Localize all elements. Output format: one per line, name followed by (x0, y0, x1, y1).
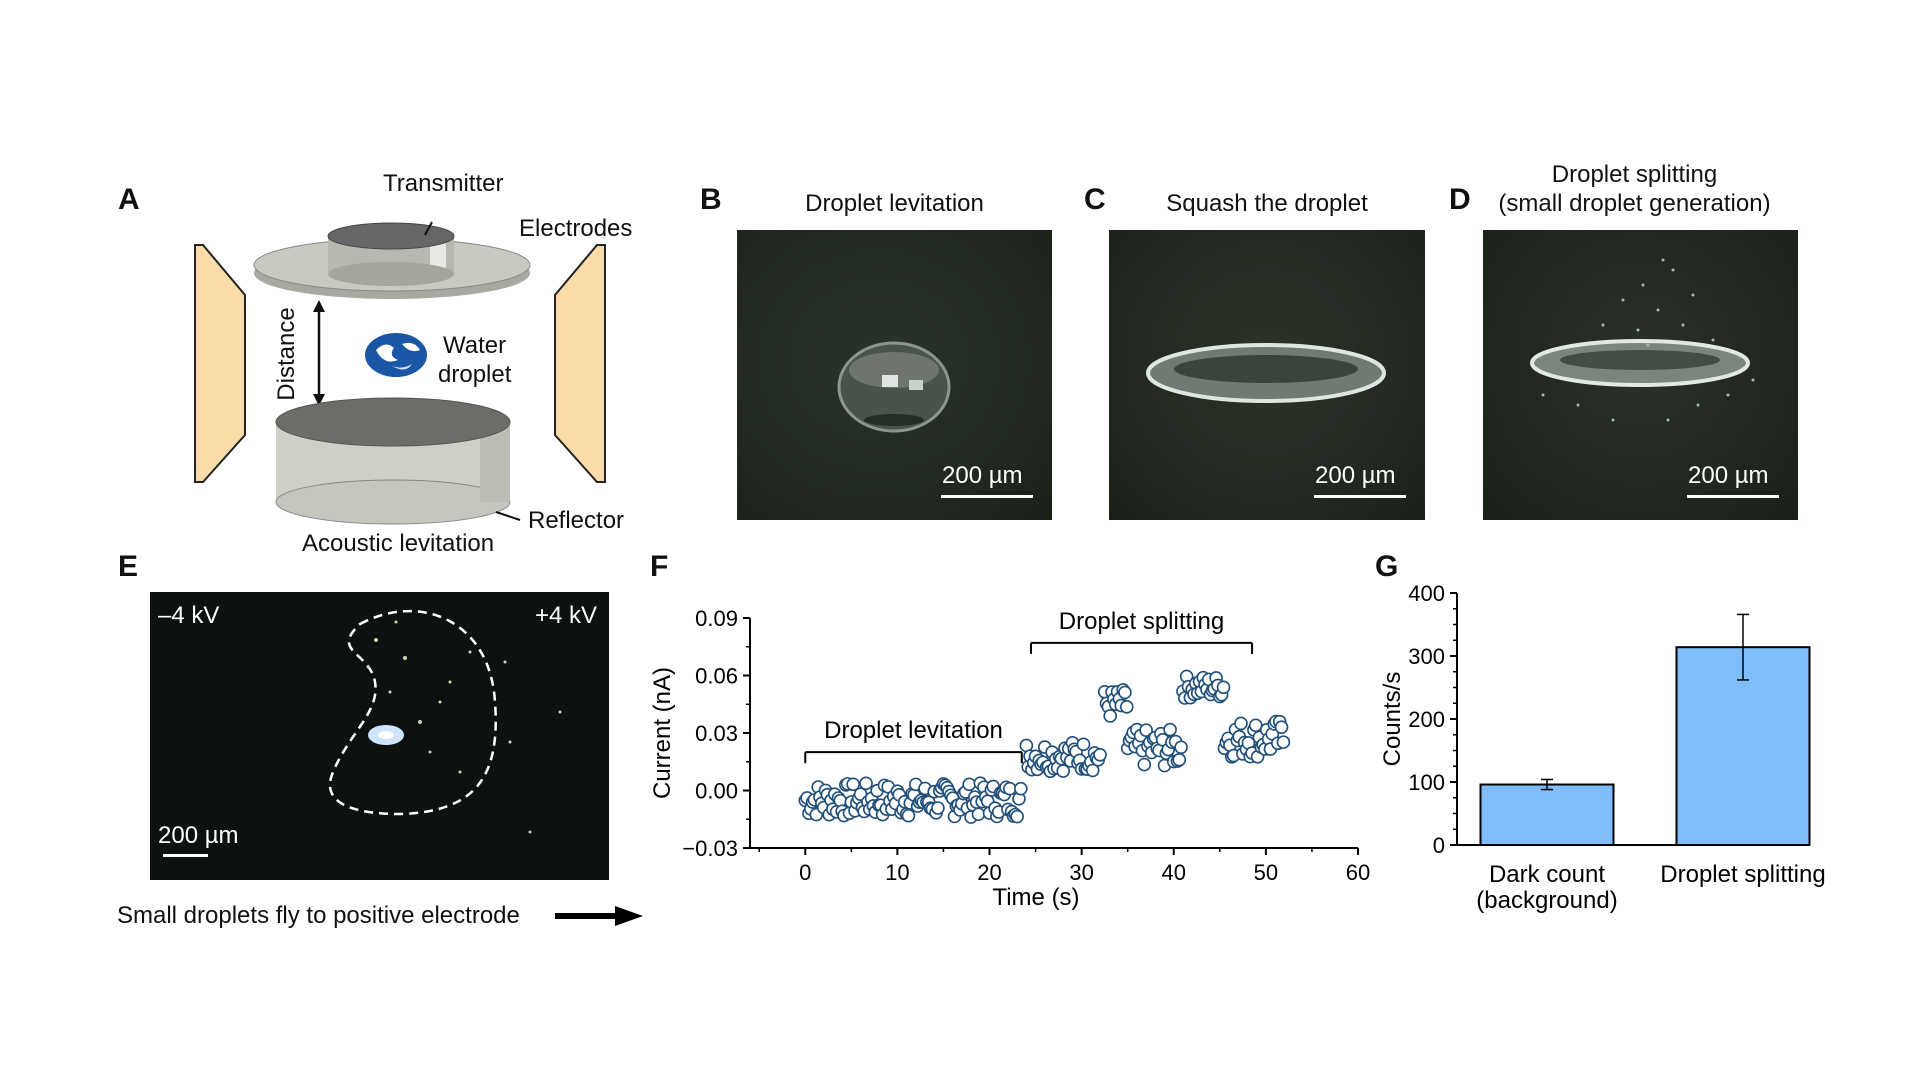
x-tick-label: 0 (799, 860, 811, 885)
panel-b-scalebar-label: 200 µm (942, 462, 1023, 489)
y-tick-label: 0.00 (695, 779, 738, 804)
panel-b-letter: B (700, 183, 722, 216)
panel-b-scalebar (941, 495, 1033, 498)
data-point (1119, 700, 1134, 714)
data-point (1103, 709, 1117, 723)
water-label: Water (443, 332, 507, 359)
bar (1479, 783, 1615, 847)
squashed-droplet-photo: 200 µm (1109, 230, 1425, 520)
panel-d-letter: D (1449, 183, 1471, 216)
data-point (1276, 735, 1291, 749)
data-point (1137, 757, 1152, 772)
data-point (962, 777, 977, 792)
x-tick-label: 20 (977, 860, 1001, 885)
panel-e-scalebar (163, 854, 208, 857)
x-axis-label: Time (s) (992, 884, 1079, 911)
category-label: (background) (1476, 887, 1617, 914)
x-tick-label: 10 (885, 860, 909, 885)
droplet-trajectory-image (328, 609, 562, 834)
data-point (1118, 685, 1132, 700)
levitated-droplet-photo: 200 µm (737, 230, 1052, 520)
x-tick-label: 40 (1162, 860, 1186, 885)
panel-e-letter: E (118, 550, 139, 583)
y-tick-label: −0.03 (682, 836, 738, 861)
reflector-label: Reflector (528, 507, 625, 534)
data-point (1093, 747, 1107, 762)
category-label: Dark count (1489, 861, 1605, 888)
data-point (1274, 720, 1289, 734)
panel-a-letter: A (118, 183, 140, 216)
squashed-droplet-image (1146, 343, 1386, 403)
data-point (1139, 723, 1153, 738)
panel-g-letter: G (1375, 550, 1399, 583)
data-point (859, 776, 873, 791)
y-tick-label: 300 (1408, 644, 1445, 669)
data-point (1056, 764, 1071, 778)
counts-bar-chart: 0 100 200 300 400 Counts/s Dark count(backgrou… (1379, 585, 1826, 914)
water-droplet-icon (365, 333, 427, 377)
panel-c-scalebar (1314, 495, 1406, 498)
negative-voltage-label: –4 kV (158, 602, 220, 629)
panel-d-title-line1: Droplet splitting (1551, 161, 1718, 188)
electrode-droplet-photo: –4 kV +4 kV 200 µm (150, 592, 609, 880)
annotation-label: Droplet splitting (1059, 608, 1224, 635)
panel-c-scalebar-label: 200 µm (1315, 462, 1396, 489)
panel-c-title: Squash the droplet (1166, 190, 1368, 217)
panel-c-letter: C (1084, 183, 1106, 216)
annotation-label: Droplet levitation (824, 717, 1003, 744)
x-tick-label: 30 (1069, 860, 1093, 885)
levitation-bracket (804, 751, 1023, 764)
y-tick-label: 0 (1433, 833, 1445, 858)
panel-d-title-line2: (small droplet generation) (1498, 190, 1771, 217)
panel-e-scalebar-label: 200 µm (158, 822, 239, 849)
data-point (1076, 737, 1091, 752)
droplet-label: droplet (438, 361, 512, 388)
splitting-droplet-image (1530, 258, 1755, 422)
data-point (1010, 809, 1024, 824)
transmitter-label: Transmitter (383, 170, 504, 197)
electrodes-label: Electrodes (519, 215, 633, 242)
y-tick-label: 0.03 (695, 721, 738, 746)
y-axis-label: Current (nA) (649, 667, 676, 799)
current-time-chart: −0.03 0.00 0.03 0.06 0.09 0 10 20 30 40 50 60 Time (… (649, 606, 1370, 911)
data-point (1216, 680, 1231, 695)
y-tick-label: 400 (1408, 585, 1445, 606)
panel-e-caption: Small droplets fly to positive electrode (117, 902, 520, 929)
splitting-bracket (1029, 641, 1254, 654)
right-arrow-icon (555, 906, 643, 926)
acoustic-levitation-caption: Acoustic levitation (302, 530, 495, 557)
data-point (1248, 718, 1263, 733)
droplet-boundary-outline (328, 609, 497, 816)
panel-f-letter: F (650, 550, 669, 583)
data-point (1085, 763, 1100, 778)
y-axis-label: Counts/s (1379, 672, 1406, 767)
data-point (1174, 740, 1188, 755)
split-droplet-photo: 200 µm (1483, 230, 1798, 520)
data-point (846, 777, 860, 792)
y-tick-label: 0.06 (695, 664, 738, 689)
positive-voltage-label: +4 kV (535, 602, 598, 629)
round-droplet-image (837, 341, 951, 433)
data-point (1172, 753, 1187, 767)
levitation-setup-diagram (194, 221, 606, 525)
y-tick-label: 200 (1408, 707, 1445, 732)
panel-d-scalebar (1687, 495, 1779, 498)
data-point (1014, 781, 1028, 796)
data-point (1234, 716, 1248, 731)
data-point (1002, 781, 1017, 796)
data-point (1163, 722, 1177, 737)
x-tick-label: 60 (1346, 860, 1370, 885)
y-tick-label: 0.09 (695, 606, 738, 631)
right-electrode (554, 244, 606, 483)
category-label: Droplet splitting (1660, 861, 1825, 888)
panel-b-title: Droplet levitation (805, 190, 984, 217)
data-point (931, 801, 945, 815)
panel-d-scalebar-label: 200 µm (1688, 462, 1769, 489)
y-tick-label: 100 (1408, 770, 1445, 795)
left-electrode (194, 244, 246, 483)
x-tick-label: 50 (1254, 860, 1278, 885)
data-point (901, 808, 916, 823)
data-point (971, 807, 986, 822)
